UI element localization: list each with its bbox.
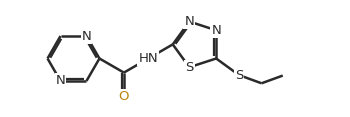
Text: O: O <box>119 90 129 103</box>
Text: N: N <box>56 75 65 88</box>
Text: N: N <box>211 24 221 37</box>
Text: N: N <box>82 29 91 42</box>
Text: S: S <box>185 61 194 74</box>
Text: S: S <box>235 69 243 82</box>
Text: N: N <box>184 15 194 28</box>
Text: HN: HN <box>139 52 158 65</box>
